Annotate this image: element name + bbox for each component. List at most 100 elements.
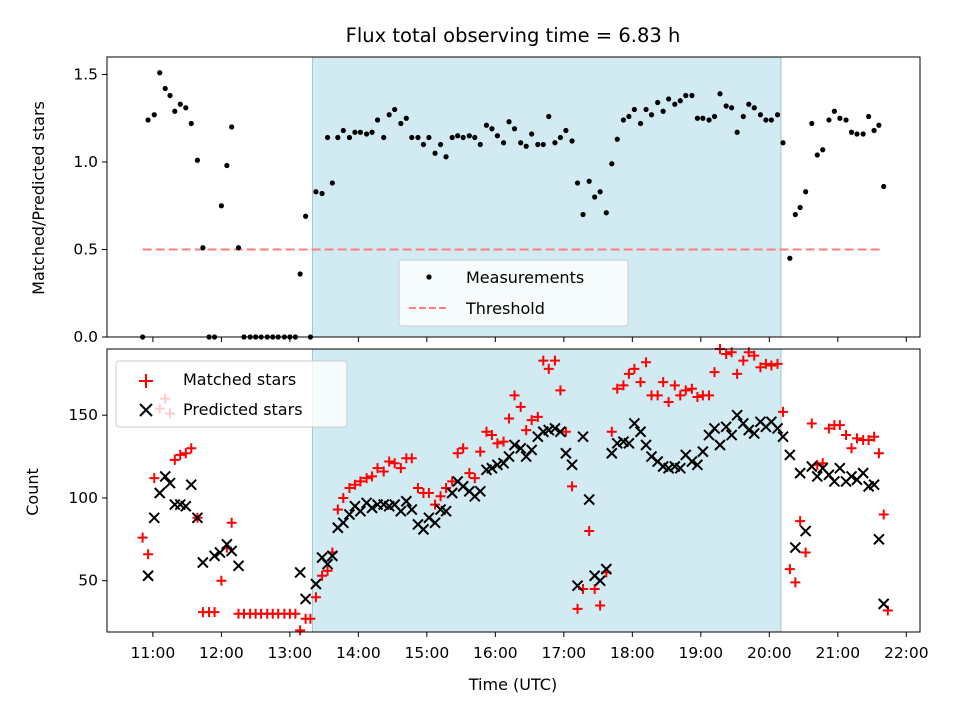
matched-star-point [317,570,328,581]
measurement-point [683,92,689,99]
top-legend: Measurements Threshold [398,259,629,327]
predicted-star-point [873,533,885,546]
legend-predicted-marker [139,403,153,417]
predicted-star-point [400,495,413,507]
top-y-tick-label: 1.0 [73,153,98,171]
top-legend-box [398,259,629,327]
measurement-point [229,124,235,130]
measurement-point [848,129,855,135]
matched-star-point [332,504,343,515]
measurement-point [700,115,706,121]
measurement-point [881,183,887,190]
predicted-star-point [310,578,322,590]
predicted-star-point [208,550,221,562]
predicted-star-point [777,431,789,443]
predicted-star-point [180,500,192,512]
matched-star-point [612,383,623,394]
legend-matched-label: Matched stars [183,370,296,389]
predicted-star-point [577,431,589,443]
bottom-legend: Matched stars Predicted stars [115,360,348,428]
predicted-star-point [857,467,869,479]
bottom-x-tick-label: 20:00 [747,644,792,662]
matched-star-point [686,383,697,394]
predicted-star-point [299,593,312,605]
matched-star-point [795,516,806,527]
measurement-point [335,134,341,141]
matched-star-point [800,547,811,558]
measurement-point [774,112,781,118]
predicted-star-point [725,429,738,441]
predicted-star-point [566,459,578,471]
legend-measurements-label: Measurements [466,268,584,287]
matched-star-point [475,446,486,457]
measurement-point [535,141,541,148]
predicted-star-point [606,447,618,459]
bottom-x-tick-label: 21:00 [815,644,860,662]
measurement-point [151,112,157,118]
measurement-point [157,70,163,76]
matched-star-point [732,368,743,379]
matched-star-point [423,487,434,498]
measurement-point [787,255,793,261]
matched-star-point [435,491,446,502]
measurement-point [569,138,575,144]
matched-star-point [841,430,852,441]
matched-star-point [572,603,583,614]
measurement-point [369,129,375,135]
predicted-star-point [185,479,197,491]
measurement-point [563,127,569,134]
matched-star-point [486,430,497,441]
measurement-point [831,108,837,114]
measurement-point [506,119,512,125]
bottom-y-tick-label: 50 [78,572,98,590]
predicted-star-point [503,450,515,463]
measurement-point [420,141,427,148]
predicted-star-point [806,460,818,473]
measurement-point [477,141,483,148]
measurement-point [706,117,712,123]
bottom-x-tick-label: 11:00 [131,644,176,662]
matched-star-point [834,420,845,431]
bottom-panel: 50 100 150 11:00 12:00 13:00 14:00 15:00 16:00 17… [68,344,929,662]
measurement-point [637,120,644,127]
predicted-star-point [197,556,209,569]
matched-star-point [749,350,760,361]
measurement-point [860,131,866,137]
measurement-point [426,134,432,141]
predicted-star-point [628,417,641,430]
measurement-point [626,113,632,120]
measurement-point [437,141,444,148]
measurement-point [643,106,649,113]
measurement-point [319,190,325,197]
measurement-point [603,210,609,216]
measurement-point [162,85,168,92]
measurement-point [780,140,786,146]
measurement-point [729,105,735,111]
measurement-point [871,127,877,134]
measurement-point [723,103,729,109]
matched-star-point [344,483,355,494]
measurement-point [409,134,415,141]
matched-star-point [555,385,566,396]
matched-star-point [310,592,321,603]
predicted-star-point [525,444,538,456]
measurement-point [557,134,564,141]
measurement-point [313,189,319,195]
matched-star-point [290,608,301,619]
measurement-point [672,101,678,107]
measurement-point [194,157,201,163]
measurement-point [814,152,820,158]
predicted-star-point [828,475,841,488]
matched-star-point [175,449,186,460]
top-y-axis-label: Matched/Predicted stars [29,101,48,295]
measurement-point [172,108,178,114]
matched-star-point [704,390,715,401]
matched-star-point [180,448,191,459]
matched-star-point [766,360,777,371]
measurement-point [580,211,586,218]
measurement-point [620,117,627,123]
matched-star-point [778,406,789,417]
measurement-point [374,117,381,123]
matched-star-point [384,456,395,467]
